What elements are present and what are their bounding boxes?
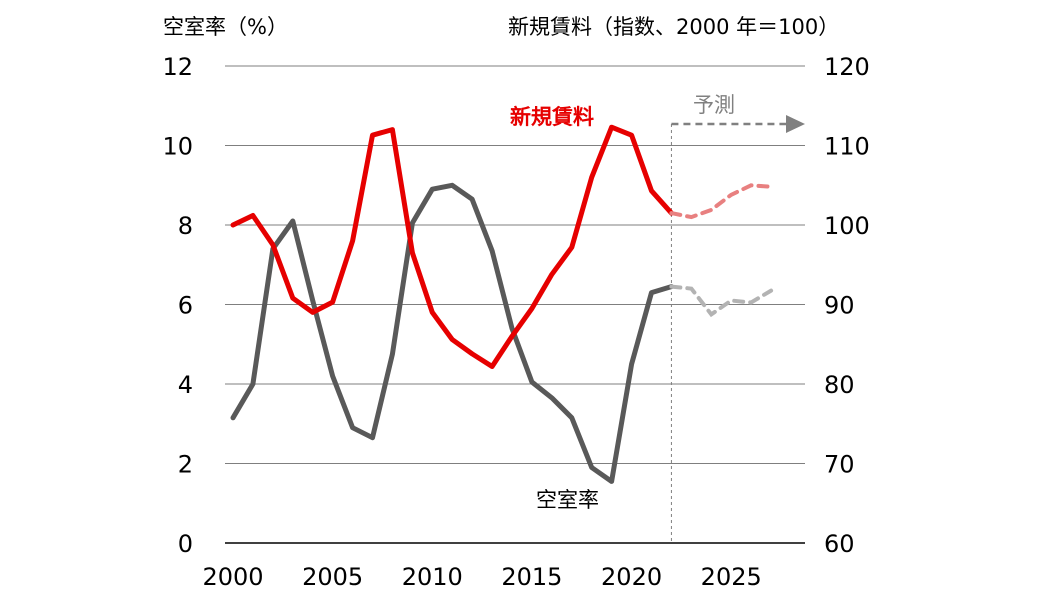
x-tick-label: 2025 bbox=[701, 563, 762, 591]
right-tick-label: 90 bbox=[824, 292, 855, 320]
right-tick-label: 120 bbox=[824, 53, 870, 81]
left-tick-label: 2 bbox=[178, 451, 193, 479]
forecast-arrow-head bbox=[786, 115, 805, 133]
right-axis-ticks: 60 70 80 90 100 110 120 bbox=[824, 53, 870, 558]
x-tick-label: 2020 bbox=[601, 563, 662, 591]
series-label-rent: 新規賃料 bbox=[510, 105, 594, 129]
left-tick-label: 0 bbox=[178, 530, 193, 558]
left-tick-label: 12 bbox=[162, 53, 193, 81]
x-tick-label: 2005 bbox=[302, 563, 363, 591]
left-tick-label: 6 bbox=[178, 292, 193, 320]
series-forecast-line-vacancy bbox=[669, 284, 774, 318]
left-tick-label: 10 bbox=[162, 133, 193, 161]
x-tick-label: 2010 bbox=[402, 563, 463, 591]
series-label-vacancy: 空室率 bbox=[536, 488, 599, 512]
forecast-label: 予測 bbox=[693, 93, 735, 117]
right-tick-label: 110 bbox=[824, 133, 870, 161]
left-tick-label: 8 bbox=[178, 212, 193, 240]
left-axis-ticks: 0 2 4 6 8 10 12 bbox=[162, 53, 193, 558]
gridlines bbox=[225, 65, 805, 544]
right-tick-label: 100 bbox=[824, 212, 870, 240]
forecast-marker: 予測 bbox=[670, 93, 805, 543]
x-tick-label: 2000 bbox=[202, 563, 263, 591]
x-tick-label: 2015 bbox=[501, 563, 562, 591]
right-tick-label: 80 bbox=[824, 371, 855, 399]
series-forecast-line-rent bbox=[669, 183, 774, 220]
series-layer bbox=[230, 124, 774, 484]
right-tick-label: 60 bbox=[824, 530, 855, 558]
right-axis-title: 新規賃料（指数、2000 年＝100） bbox=[508, 15, 839, 39]
series-line-vacancy bbox=[230, 182, 674, 484]
x-axis-ticks: 2000 2005 2010 2015 2020 2025 bbox=[202, 563, 761, 591]
left-axis-title: 空室率（%） bbox=[163, 15, 288, 39]
series-line-rent bbox=[230, 124, 674, 369]
right-tick-label: 70 bbox=[824, 451, 855, 479]
left-tick-label: 4 bbox=[178, 371, 193, 399]
